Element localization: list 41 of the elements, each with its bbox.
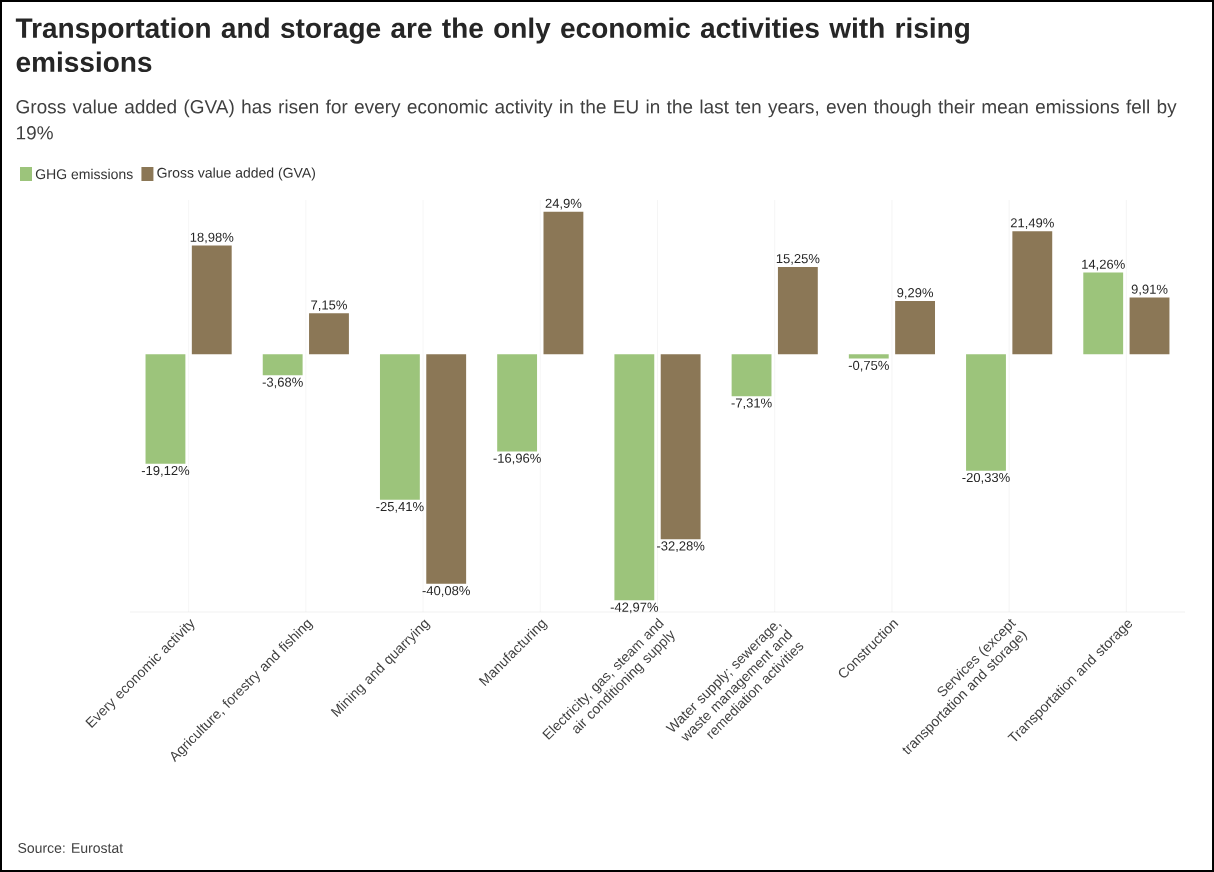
bar <box>895 301 936 355</box>
chart-title: Transportation and storage are the only economic activities with rising emissions <box>15 17 969 73</box>
data-label: 21,49% <box>1010 218 1054 229</box>
chart-subtitle: Gross value added (GVA) has risen for every economic activity in the EU in the last ten years, even though their mean emissions fell by 19% <box>16 99 1177 140</box>
source-note: Source: Eurostat <box>18 843 123 853</box>
data-label: 15,25% <box>776 253 820 265</box>
bar <box>731 354 772 397</box>
bar <box>777 266 818 355</box>
bar <box>497 354 538 452</box>
data-label: -16,96% <box>493 453 541 465</box>
bar <box>848 354 889 359</box>
data-label: 9,91% <box>1131 284 1168 296</box>
data-label: -40,08% <box>422 586 470 597</box>
bar <box>543 211 584 355</box>
legend-label: GHG emissions <box>35 168 133 180</box>
bar <box>1012 231 1053 355</box>
bar <box>1129 297 1170 355</box>
data-label: 9,29% <box>897 288 934 299</box>
bar <box>309 313 349 355</box>
data-label: -19,12% <box>141 465 190 477</box>
data-label: -20,33% <box>962 472 1010 484</box>
bar <box>145 354 186 464</box>
bar <box>614 354 655 601</box>
bar <box>1083 272 1124 355</box>
data-label: 7,15% <box>311 300 347 312</box>
data-label: -32,28% <box>657 541 705 553</box>
bar <box>660 354 701 540</box>
data-label: -7,31% <box>731 398 772 410</box>
data-label: -42,97% <box>610 602 659 614</box>
bar <box>426 354 467 584</box>
bar <box>191 245 232 355</box>
data-label: -3,68% <box>262 377 303 389</box>
data-label: 14,26% <box>1082 259 1125 271</box>
bar <box>379 354 420 500</box>
data-label: -0,75% <box>848 360 889 372</box>
bar <box>262 354 303 376</box>
data-label: 24,9% <box>545 198 582 210</box>
legend-label: Gross value added (GVA) <box>157 167 316 181</box>
data-label: 18,98% <box>190 232 234 244</box>
bar <box>966 354 1006 471</box>
data-label: -25,41% <box>376 501 424 513</box>
